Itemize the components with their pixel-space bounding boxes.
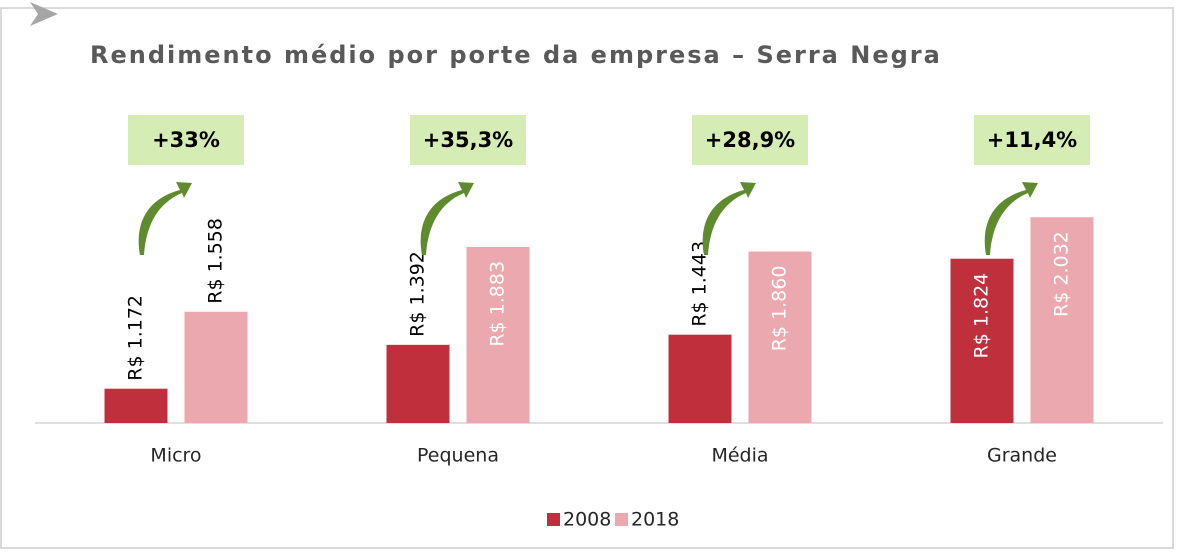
legend-swatch xyxy=(615,513,628,526)
bar xyxy=(950,258,1014,423)
value-label: R$ 1.392 xyxy=(407,251,429,337)
legend-label: 2008 xyxy=(563,509,611,531)
annotation-box xyxy=(128,115,244,165)
bar xyxy=(104,388,168,423)
annotation: +28,9% xyxy=(705,128,795,152)
arrow xyxy=(702,182,756,255)
bar xyxy=(184,311,248,423)
annotation: +11,4% xyxy=(987,128,1077,152)
chart-title: Rendimento médio por porte da empresa – … xyxy=(90,41,942,69)
chevron xyxy=(30,2,58,26)
value-label: R$ 1.172 xyxy=(125,295,147,381)
x-tick-label: Pequena xyxy=(417,445,499,467)
value-label: R$ 1.860 xyxy=(769,266,791,352)
arrow xyxy=(420,182,474,255)
bar xyxy=(668,334,732,423)
x-tick-label: Micro xyxy=(150,445,201,467)
annotation-box xyxy=(410,115,526,165)
value-label: R$ 1.443 xyxy=(689,241,711,327)
value-label: R$ 2.032 xyxy=(1051,231,1073,317)
x-tick-label: Grande xyxy=(987,445,1057,467)
value-label: R$ 1.883 xyxy=(487,261,509,347)
annotation-box xyxy=(974,115,1090,165)
value-label: R$ 1.558 xyxy=(205,218,227,304)
annotation-box xyxy=(692,115,808,165)
bar xyxy=(748,251,812,423)
arrow xyxy=(984,182,1038,255)
x-tick-label: Média xyxy=(711,445,768,467)
legend-label: 2018 xyxy=(631,509,679,531)
arrow xyxy=(138,182,192,255)
bar xyxy=(466,246,530,423)
annotation: +33% xyxy=(152,128,220,152)
bar xyxy=(386,344,450,423)
value-label: R$ 1.824 xyxy=(971,273,993,359)
legend-swatch xyxy=(547,513,560,526)
annotation: +35,3% xyxy=(423,128,513,152)
bar xyxy=(1030,217,1094,423)
